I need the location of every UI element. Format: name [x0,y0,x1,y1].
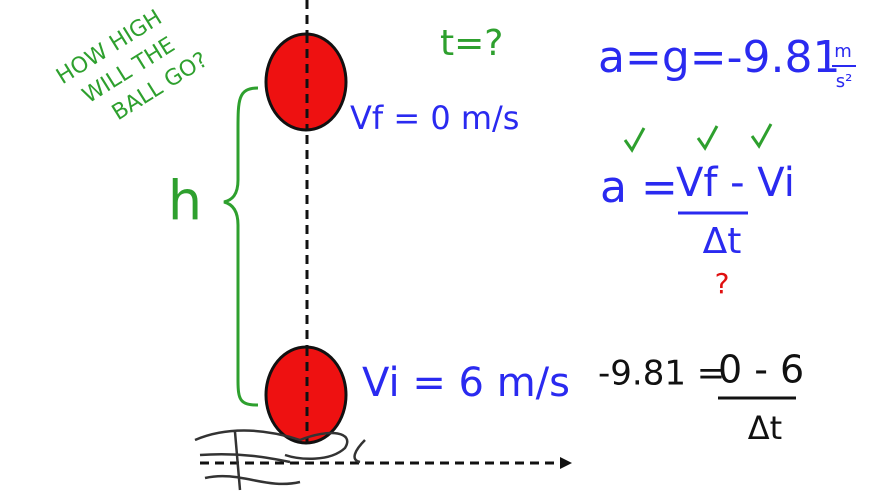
whiteboard: h HOW HIGH WILL THE BALL GO? t=? Vf = 0 … [0,0,877,499]
unknown-mark: ? [715,267,730,300]
unit-bottom: s² [836,71,853,92]
gravity-equation: a=g=-9.81 [598,32,840,83]
substitution-numerator: 0 - 6 [718,348,804,392]
formula-lhs: a = [600,162,678,213]
substitution-lhs: -9.81 = [598,354,725,394]
unit-top: m [834,41,852,62]
final-velocity: Vf = 0 m/s [350,99,519,137]
initial-velocity: Vi = 6 m/s [362,360,570,406]
time-label: t=? [440,23,503,64]
height-label: h [168,170,202,233]
substitution-denominator: Δt [748,409,782,447]
formula-denominator: Δt [703,221,742,262]
page: h HOW HIGH WILL THE BALL GO? t=? Vf = 0 … [0,0,877,499]
formula-numerator: Vf - Vi [676,160,795,206]
